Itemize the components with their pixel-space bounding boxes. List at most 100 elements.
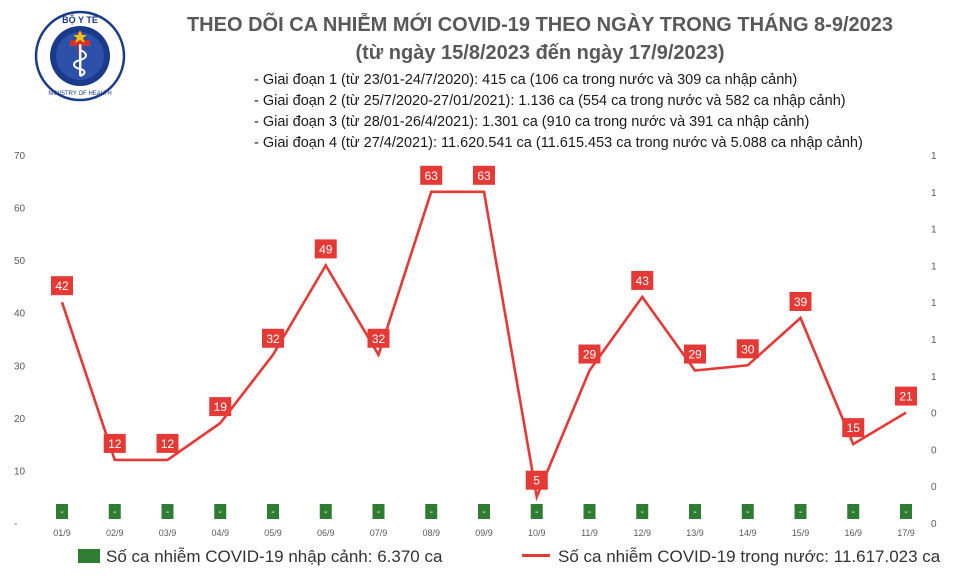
data-label-text: 43 [636, 274, 650, 288]
data-label: 39 [789, 291, 812, 311]
x-tick-label: 05/9 [264, 528, 282, 538]
data-label: 15 [842, 418, 865, 438]
data-label: 63 [420, 165, 443, 185]
data-label: 30 [736, 339, 759, 359]
imported-bar [214, 504, 227, 519]
data-label: 42 [51, 276, 73, 296]
imported-bar [847, 504, 860, 519]
data-label-text: 63 [425, 169, 439, 183]
y-tick-label: 40 [14, 309, 26, 320]
data-label: 12 [103, 433, 126, 453]
legend-domestic-label: Số ca nhiễm COVID-19 trong nước: 11.617.… [558, 547, 941, 566]
data-label: 32 [367, 328, 390, 348]
y2-tick-label: 1 [931, 225, 937, 236]
data-label: 12 [156, 433, 179, 453]
imported-bar-label: - [904, 507, 907, 518]
imported-bar [372, 504, 385, 519]
imported-bar [530, 504, 543, 519]
imported-bar [56, 504, 68, 519]
logo-top-text: BỘ Y TẾ [62, 14, 98, 25]
x-tick-label: 17/9 [897, 528, 915, 538]
logo-bottom-text: MINISTRY OF HEALTH [48, 91, 111, 97]
x-tick-label: 03/9 [159, 528, 177, 538]
data-label-text: 5 [533, 474, 540, 488]
data-label-text: 30 [741, 342, 755, 356]
imported-bar-label: - [535, 507, 538, 518]
imported-bar [161, 504, 174, 519]
y2-tick-label: 0 [931, 482, 937, 493]
x-tick-label: 14/9 [739, 528, 757, 538]
caduceus-icon [73, 44, 87, 77]
imported-bar-label: - [430, 507, 433, 518]
imported-bar [689, 504, 701, 519]
x-tick-label: 12/9 [633, 528, 651, 538]
y2-tick-label: 1 [931, 298, 937, 309]
y2-tick-label: 1 [931, 372, 937, 383]
x-tick-label: 15/9 [792, 528, 810, 538]
legend-imported: Số ca nhiễm COVID-19 nhập cảnh: 6.370 ca [78, 547, 442, 567]
data-label-text: 42 [55, 279, 69, 293]
imported-bar-label: - [641, 507, 644, 518]
imported-bar-label: - [482, 507, 485, 518]
x-tick-label: 16/9 [844, 528, 862, 538]
x-tick-label: 02/9 [106, 528, 124, 538]
x-tick-label: 07/9 [370, 528, 388, 538]
imported-bar [794, 504, 807, 519]
data-labels: 42 12 12 19 32 49 32 63 63 5 29 43 29 30 39 15 21 [51, 165, 917, 490]
data-label-text: 63 [477, 169, 491, 183]
y-tick-label: - [14, 519, 17, 530]
imported-bar-label: - [377, 507, 380, 518]
imported-bar [636, 504, 649, 519]
data-label: 49 [314, 239, 337, 259]
imported-bar-label: - [271, 507, 274, 518]
imported-bars: ----------------- [56, 504, 912, 519]
phase-4-text: - Giai đoạn 4 (từ 27/4/2021): 11.620.541… [254, 135, 863, 151]
data-label: 29 [578, 344, 601, 364]
y-axis-left: - 10 20 30 40 50 60 70 [14, 151, 26, 530]
x-tick-label: 13/9 [686, 528, 704, 538]
imported-bar-label: - [799, 507, 802, 518]
data-label: 43 [631, 270, 654, 290]
ministry-of-health-logo: BỘ Y TẾ MINISTRY OF HEALTH [34, 10, 126, 102]
phase-2-text: - Giai đoạn 2 (từ 25/7/2020-27/01/2021):… [254, 93, 846, 109]
imported-bar-label: - [166, 507, 169, 518]
y2-tick-label: 1 [931, 151, 937, 162]
x-tick-label: 11/9 [581, 528, 598, 538]
y-tick-label: 60 [14, 204, 26, 215]
data-label-text: 32 [372, 332, 386, 346]
data-label: 29 [684, 344, 706, 364]
data-label-text: 21 [899, 390, 913, 404]
imported-bar [319, 504, 332, 519]
y2-tick-label: 0 [931, 519, 937, 530]
y2-tick-label: 1 [931, 335, 937, 346]
imported-bar-label: - [113, 507, 116, 518]
data-label: 19 [209, 397, 232, 417]
imported-bar [478, 504, 490, 519]
imported-bar-label: - [60, 507, 63, 518]
y-tick-label: 70 [14, 151, 26, 162]
legend-domestic: Số ca nhiễm COVID-19 trong nước: 11.617.… [522, 547, 940, 567]
y2-tick-label: 1 [931, 261, 937, 272]
x-tick-label: 08/9 [422, 528, 440, 538]
data-label-text: 12 [161, 437, 175, 451]
domestic-cases-line [60, 190, 907, 502]
data-label: 21 [895, 386, 917, 406]
data-label-text: 29 [583, 348, 597, 362]
x-tick-label: 04/9 [211, 528, 229, 538]
legend-red-swatch [522, 554, 550, 557]
y2-tick-label: 0 [931, 445, 937, 456]
data-label-text: 19 [214, 400, 228, 414]
imported-bar [583, 504, 596, 519]
chart-title: THEO DÕI CA NHIỄM MỚI COVID-19 THEO NGÀY… [186, 14, 894, 36]
legend-green-swatch [78, 549, 100, 563]
data-label-text: 39 [794, 295, 808, 309]
phase-summary: - Giai đoạn 1 (từ 23/01-24/7/2020): 415 … [254, 70, 863, 154]
x-tick-label: 10/9 [528, 528, 546, 538]
imported-bar-label: - [746, 507, 749, 518]
data-label-text: 15 [847, 421, 861, 435]
phase-3-text: - Giai đoạn 3 (từ 28/01-26/4/2021): 1.30… [254, 114, 810, 130]
data-label-text: 29 [688, 348, 702, 362]
data-label: 63 [473, 165, 495, 185]
legend-imported-label: Số ca nhiễm COVID-19 nhập cảnh: 6.370 ca [106, 547, 443, 566]
